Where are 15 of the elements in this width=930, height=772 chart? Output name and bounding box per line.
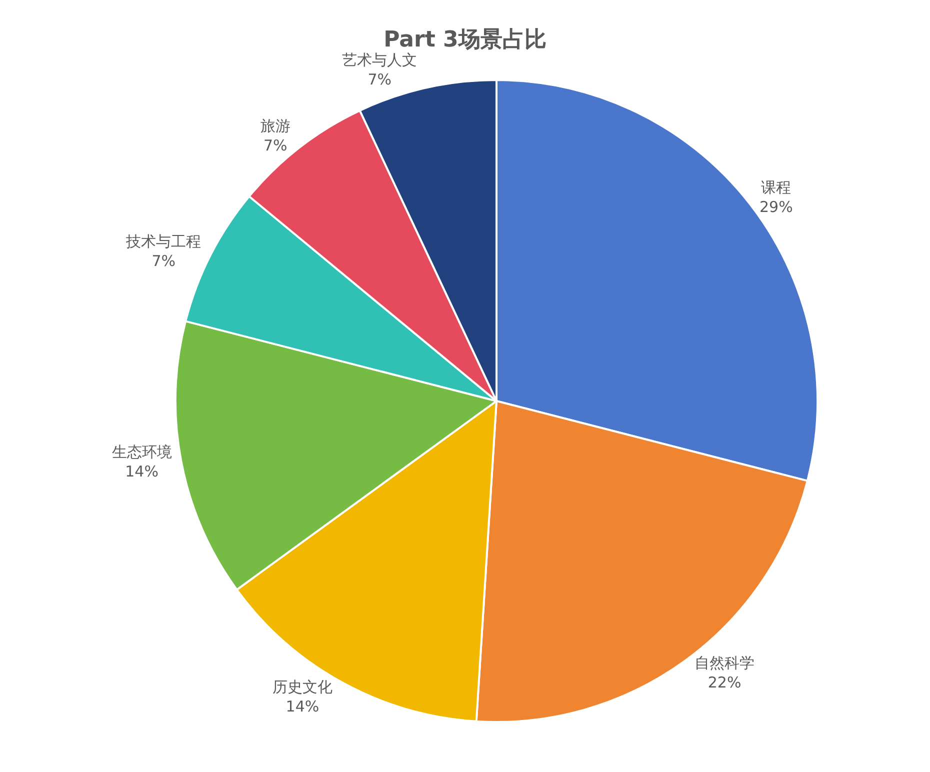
chart-title: Part 3场景占比 [384, 27, 546, 52]
data-label: 22% [708, 674, 742, 692]
data-label: 14% [125, 462, 158, 481]
slice-label: 生态环境 [112, 443, 172, 462]
slice-label: 艺术与人文 [342, 51, 418, 70]
slice-label: 课程 [761, 178, 792, 196]
slice-label: 旅游 [260, 116, 290, 135]
slice-label: 自然科学 [694, 654, 755, 672]
data-label: 7% [152, 252, 176, 270]
data-label: 14% [286, 697, 320, 716]
data-label: 7% [368, 70, 392, 89]
data-label: 7% [263, 136, 288, 154]
data-label: 29% [760, 198, 793, 216]
slice-label: 技术与工程 [125, 232, 202, 251]
slice-label: 历史文化 [272, 678, 332, 696]
